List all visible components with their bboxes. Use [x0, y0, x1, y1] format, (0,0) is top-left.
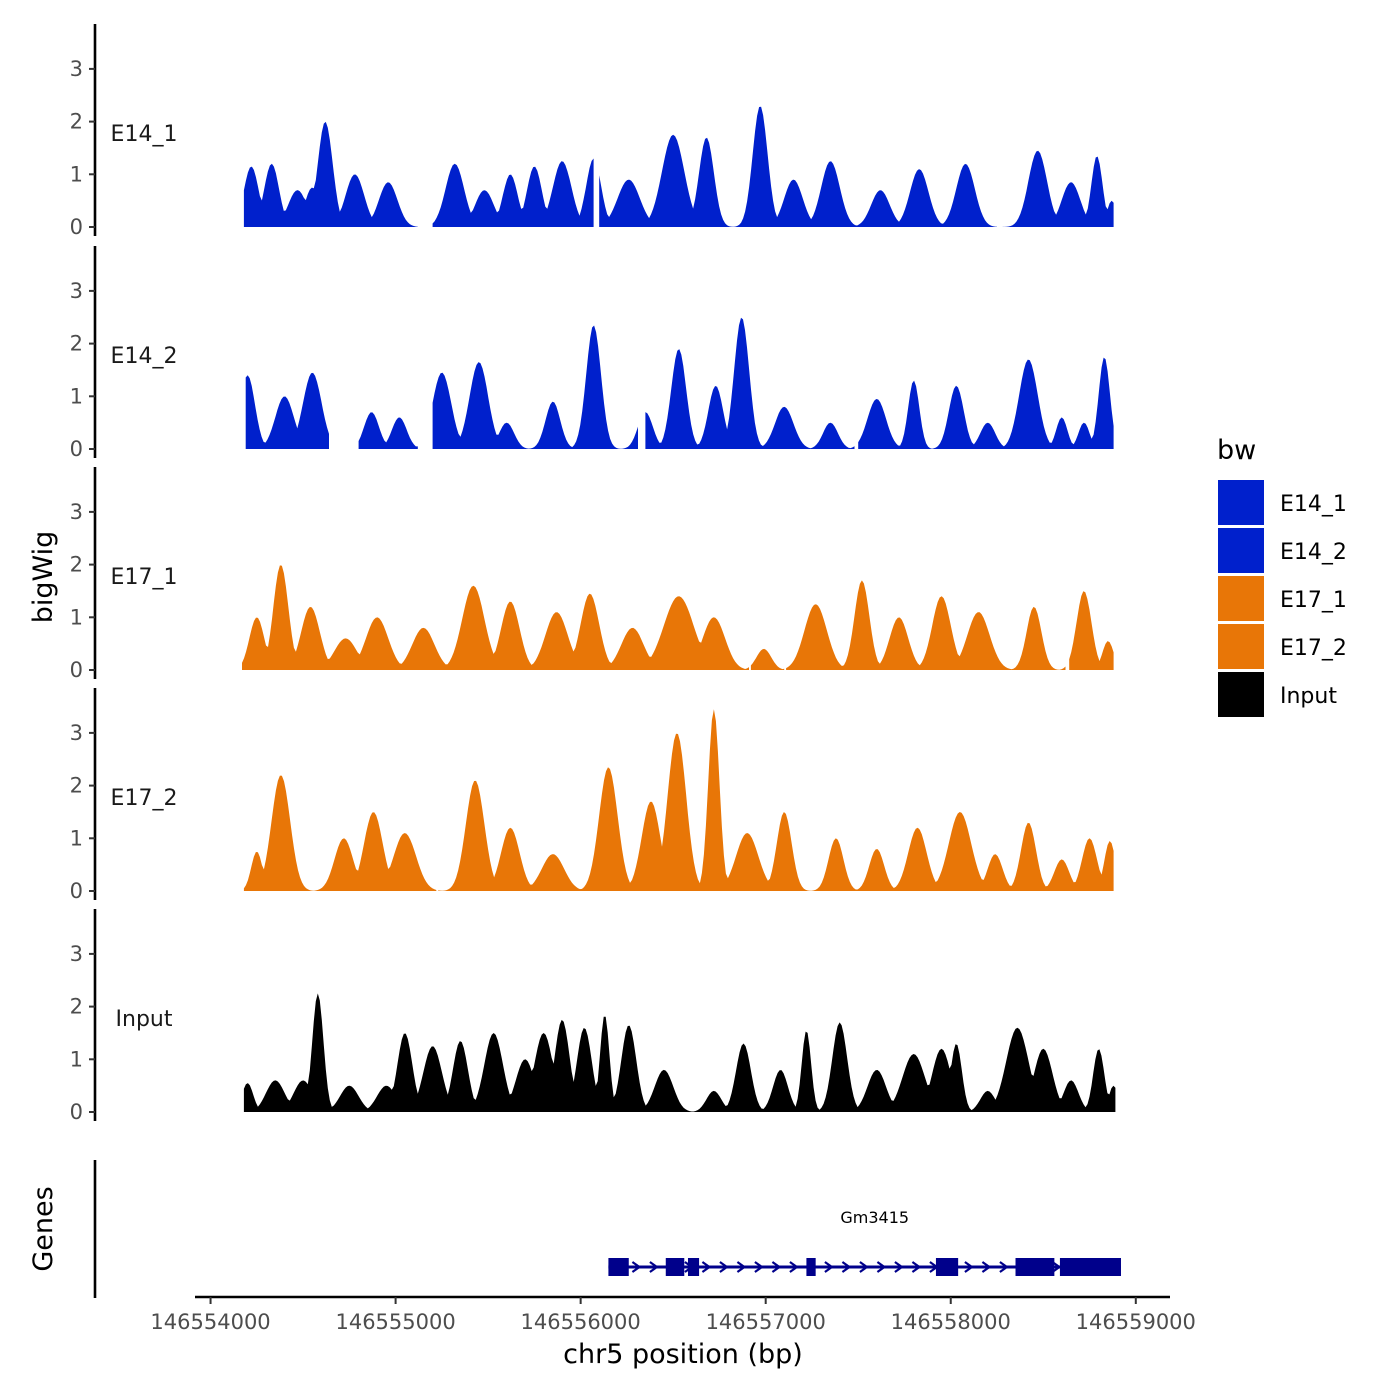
track-e14-1: 0 1 2 3 E14_1: [70, 24, 1114, 239]
gene-exon: [665, 1258, 685, 1276]
signal-area-segment: [432, 158, 594, 227]
track-e14-2: 0 1 2 3 E14_2: [70, 246, 1114, 461]
strand-arrow: [894, 1261, 904, 1273]
signal-tracks: 0 1 2 3 E14_1 0 1 2 3 E14_2 0 1 2 3 E17_1 0 1 2 3 E17_2 0 1 2 3…: [70, 24, 1116, 1124]
strand-arrow: [719, 1261, 729, 1273]
x-tick-label: 146557000: [706, 1310, 826, 1334]
track-input: 0 1 2 3 Input: [70, 909, 1116, 1124]
signal-area-segment: [1069, 591, 1114, 670]
y-tick-label: 0: [70, 215, 83, 239]
y-axis-title: bigWig: [28, 531, 59, 624]
gene-exon: [1015, 1258, 1055, 1276]
strand-arrow: [824, 1261, 834, 1273]
gene-exon: [687, 1258, 700, 1276]
legend: bw E14_1 E14_2 E17_1 E17_2 Input: [1217, 435, 1347, 717]
genes-panel: Gm3415: [93, 1160, 1121, 1298]
signal-area-segment: [243, 993, 1116, 1112]
y-tick-label: 0: [70, 658, 83, 682]
legend-entry-label: E14_2: [1280, 540, 1347, 565]
y-tick-label: 2: [70, 774, 83, 798]
signal-area-segment: [786, 580, 1066, 670]
strand-arrow: [754, 1261, 764, 1273]
track-label: E17_2: [111, 786, 178, 811]
track-label: Input: [116, 1007, 173, 1032]
signal-area-segment: [750, 648, 785, 670]
strand-arrow: [701, 1261, 712, 1273]
strand-arrow: [631, 1261, 642, 1273]
x-axis-title: chr5 position (bp): [563, 1339, 803, 1370]
signal-area-segment: [243, 121, 418, 227]
x-tick-label: 146555000: [335, 1310, 455, 1334]
y-tick-label: 3: [70, 279, 83, 303]
strand-arrow: [841, 1261, 852, 1273]
signal-area-segment: [242, 565, 749, 670]
y-tick-label: 3: [70, 942, 83, 966]
signal-area-segment: [358, 412, 418, 449]
strand-arrow: [859, 1261, 869, 1273]
gene-exon: [806, 1258, 816, 1276]
signal-area-segment: [645, 317, 855, 449]
y-tick-label: 2: [70, 110, 83, 134]
track-e17-1: 0 1 2 3 E17_1: [70, 467, 1114, 682]
legend-entry-label: E14_1: [1280, 492, 1347, 517]
y-tick-label: 3: [70, 500, 83, 524]
x-tick-label: 146556000: [521, 1310, 641, 1334]
strand-arrow: [911, 1261, 922, 1273]
legend-entry-label: Input: [1280, 684, 1337, 709]
legend-swatch: [1218, 624, 1264, 669]
y-tick-label: 2: [70, 995, 83, 1019]
strand-arrow: [1051, 1261, 1062, 1273]
strand-arrow: [876, 1261, 887, 1273]
y-tick-label: 0: [70, 879, 83, 903]
gene-exon: [1059, 1258, 1121, 1276]
legend-title: bw: [1217, 435, 1256, 466]
y-tick-label: 3: [70, 57, 83, 81]
legend-swatch: [1218, 480, 1264, 525]
genes-axis-title: Genes: [28, 1186, 59, 1271]
strand-arrow: [981, 1261, 992, 1273]
legend-entry-label: E17_2: [1280, 636, 1347, 661]
y-tick-label: 0: [70, 437, 83, 461]
y-tick-label: 1: [70, 1047, 83, 1071]
signal-area-segment: [245, 372, 329, 449]
signal-area-segment: [438, 709, 1114, 891]
gene-exon: [935, 1258, 959, 1276]
y-tick-label: 0: [70, 1100, 83, 1124]
legend-swatch: [1218, 672, 1264, 717]
signal-area-segment: [432, 325, 638, 449]
y-tick-label: 1: [70, 605, 83, 629]
strand-arrow: [999, 1261, 1009, 1273]
track-label: E14_1: [111, 122, 178, 147]
y-tick-label: 1: [70, 162, 83, 186]
gene-exon: [608, 1258, 629, 1276]
strand-arrow: [964, 1261, 974, 1273]
gene-label: Gm3415: [840, 1208, 909, 1227]
signal-area-segment: [243, 775, 437, 891]
track-e17-2: 0 1 2 3 E17_2: [70, 688, 1114, 903]
signal-area-segment: [858, 357, 1114, 449]
y-tick-label: 1: [70, 826, 83, 850]
strand-arrow: [736, 1261, 747, 1273]
legend-swatch: [1218, 576, 1264, 621]
y-tick-label: 3: [70, 721, 83, 745]
strand-arrow: [789, 1261, 799, 1273]
strand-arrow: [771, 1261, 782, 1273]
legend-entry-label: E17_1: [1280, 588, 1347, 613]
legend-swatch: [1218, 528, 1264, 573]
y-tick-label: 1: [70, 384, 83, 408]
x-tick-label: 146554000: [150, 1310, 270, 1334]
y-tick-label: 2: [70, 332, 83, 356]
signal-area-segment: [599, 106, 997, 227]
y-tick-label: 2: [70, 553, 83, 577]
x-axis: 146554000 146555000 146556000 146557000 1465…: [150, 1295, 1196, 1334]
track-label: E17_1: [111, 565, 178, 590]
x-tick-label: 146558000: [891, 1310, 1011, 1334]
strand-arrow: [649, 1261, 659, 1273]
track-label: E14_2: [111, 344, 178, 369]
x-tick-label: 146559000: [1076, 1310, 1196, 1334]
signal-area-segment: [1002, 150, 1114, 227]
